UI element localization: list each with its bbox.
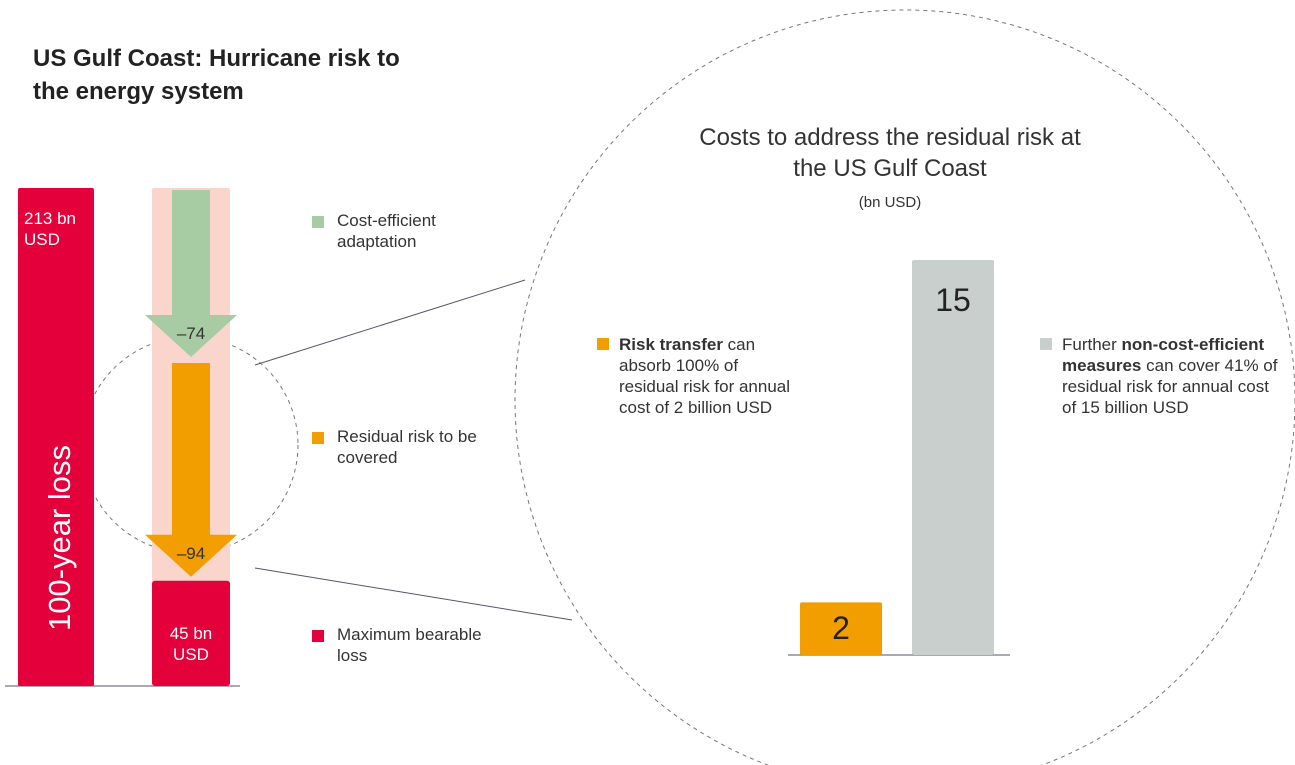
value-label: –94 [176, 543, 206, 563]
legend-swatch [312, 630, 324, 642]
connector [254, 279, 526, 366]
value-label: –74 [176, 324, 206, 343]
value-label: 2 [832, 610, 850, 646]
annotation-part: Further [1062, 335, 1117, 354]
annotation-swatch [1040, 338, 1052, 350]
annotation-part: Risk transfer [619, 335, 723, 354]
arrow [145, 363, 237, 577]
annotation: Risk transfer can absorb 100% of residua… [619, 334, 799, 418]
chart-title: Costs to address the residual risk at th… [699, 124, 1081, 182]
legend-label: Residual risk to be covered [337, 427, 477, 467]
arrow [145, 190, 237, 358]
bar [912, 260, 994, 655]
chart-subtitle: (bn USD) [858, 194, 922, 211]
page-title: US Gulf Coast: Hurricane risk to the ene… [33, 45, 400, 105]
value-label: 15 [935, 282, 971, 318]
end-bar [152, 580, 230, 686]
annotation-swatch [597, 338, 609, 350]
connector [254, 567, 573, 621]
bar [800, 602, 882, 655]
legend-swatch [312, 432, 324, 444]
annotation-part: non-cost-efficient measures [1062, 335, 1265, 375]
zoom-circle [514, 9, 1295, 765]
annotation-part: can absorb 100% of residual risk for ann… [619, 335, 791, 417]
annotation-part: can cover 41% of residual risk for annua… [1062, 356, 1278, 417]
start-bar [18, 188, 94, 686]
annotation: Further non-cost-efficient measures can … [1062, 334, 1282, 418]
value-label: 45 bn USD [169, 623, 213, 664]
y-label: 100-year loss [42, 444, 77, 632]
legend-swatch [312, 216, 324, 228]
start-label: 213 bn USD [24, 209, 76, 249]
legend-label: Cost-efficient adaptation [337, 211, 436, 251]
legend-label: Maximum bearable loss [337, 625, 482, 665]
